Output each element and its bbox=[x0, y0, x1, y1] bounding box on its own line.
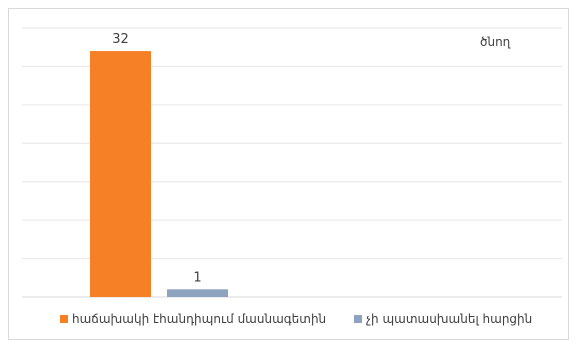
legend-swatch-frequent bbox=[60, 315, 68, 323]
bar-no-answer bbox=[167, 289, 228, 297]
legend-label-frequent: հաճախակի էհանդիպում մասնագետին bbox=[72, 312, 327, 326]
chart-corner-label: ծնող bbox=[480, 35, 511, 49]
data-label-no-answer: 1 bbox=[193, 270, 201, 285]
legend: հաճախակի էհանդիպում մասնագետին չի պատասխ… bbox=[60, 312, 532, 326]
legend-item-no-answer: չի պատասխանել հարցին bbox=[354, 312, 532, 326]
legend-swatch-no-answer bbox=[354, 315, 363, 323]
legend-label-no-answer: չի պատասխանել հարցին bbox=[366, 312, 533, 326]
bar-frequent bbox=[90, 51, 151, 297]
data-label-frequent: 32 bbox=[112, 32, 129, 47]
legend-item-frequent: հաճախակի էհանդիպում մասնագետին bbox=[60, 312, 326, 326]
